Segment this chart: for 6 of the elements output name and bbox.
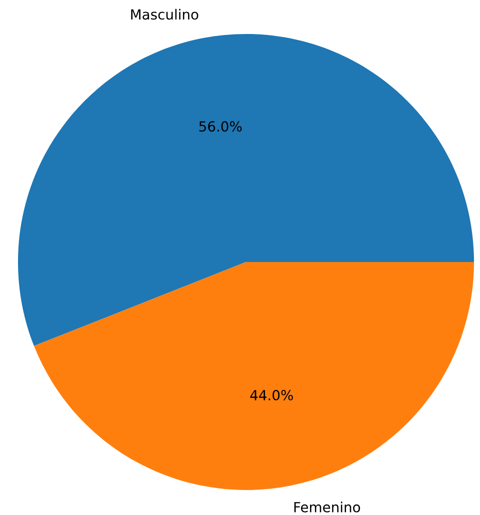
slice-label: Masculino — [131, 8, 198, 20]
data-label: 56.0% — [199, 121, 242, 132]
pie-slice — [34, 262, 474, 490]
data-label: 44.0% — [250, 390, 293, 400]
pie-slice — [18, 34, 474, 346]
slice-label: Femenino — [294, 502, 360, 512]
